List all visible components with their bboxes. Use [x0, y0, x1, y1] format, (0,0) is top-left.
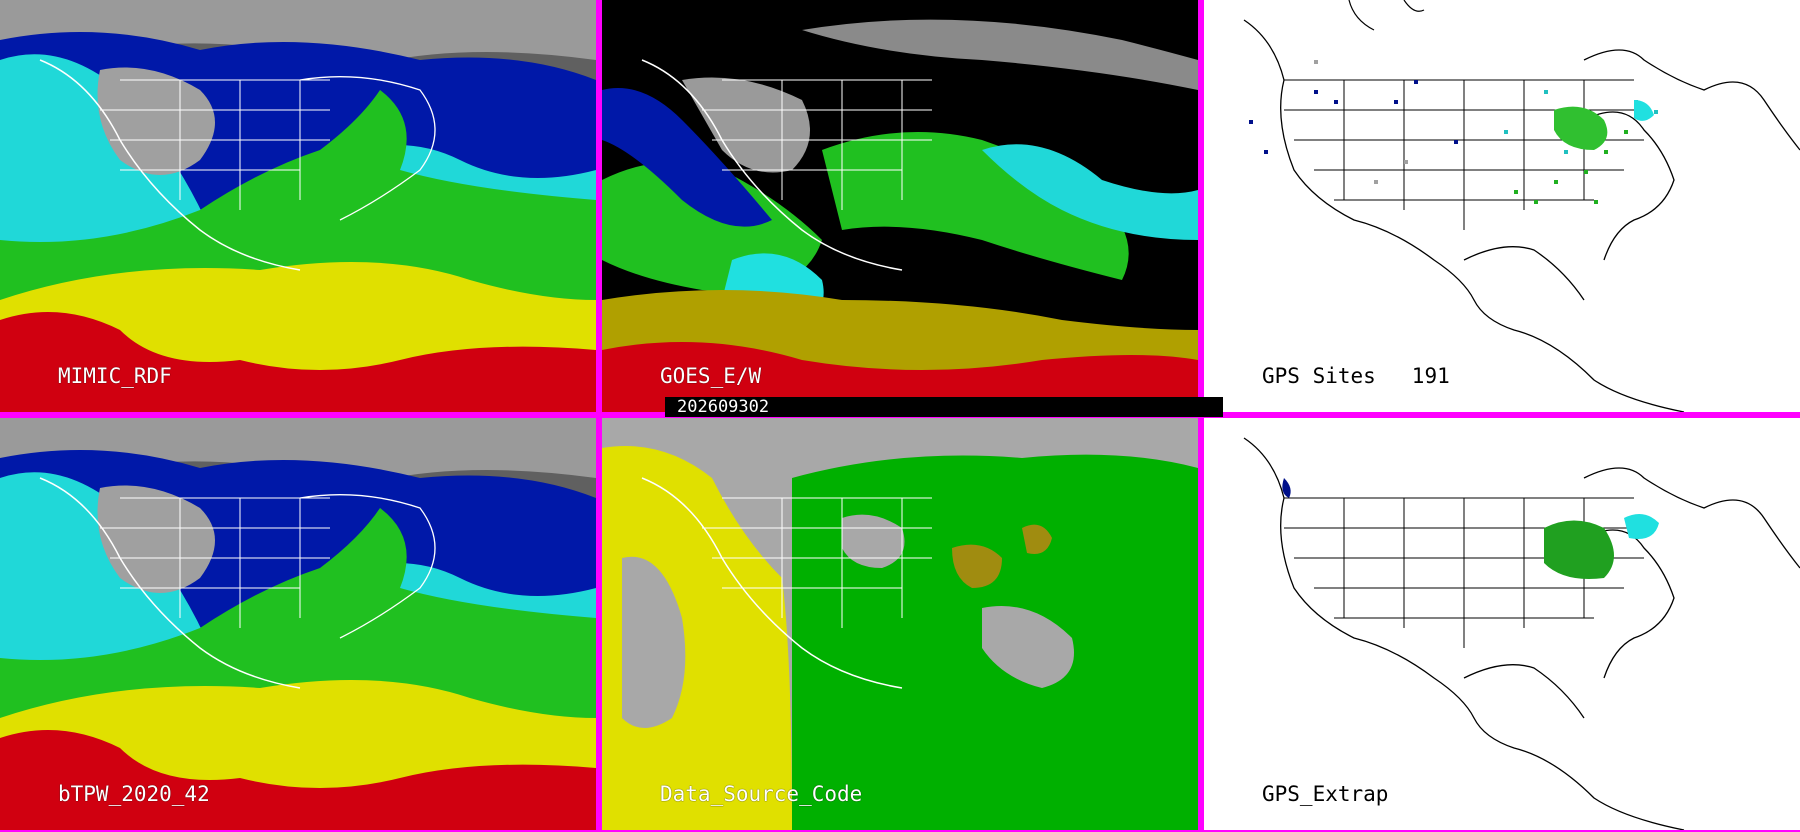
panel-label: MIMIC_RDF: [58, 364, 172, 388]
panel-label: bTPW_2020_42: [58, 782, 210, 806]
panel-label: GPS_Extrap: [1262, 782, 1389, 806]
panel-label: GPS Sites 191: [1262, 364, 1450, 388]
panel-gps-extrap: GPS_Extrap: [1204, 418, 1800, 830]
tpw-map-mimic: [0, 0, 596, 412]
panel-gps-sites: GPS Sites 191: [1204, 0, 1800, 412]
panel-btpw: bTPW_2020_42: [0, 418, 596, 830]
panel-data-source-code: Data_Source_Code: [602, 418, 1198, 830]
panel-label: GOES_E/W: [660, 364, 762, 388]
panel-label: Data_Source_Code: [660, 782, 863, 806]
timestamp-bar: 202609302: [665, 397, 1223, 417]
panel-mimic-rdf: MIMIC_RDF: [0, 0, 596, 412]
data-source-map: [602, 418, 1198, 830]
tpw-map-goes: [602, 0, 1198, 412]
site-count: 191: [1411, 364, 1450, 388]
panel-goes-ew: GOES_E/W: [602, 0, 1198, 412]
gps-extrap-map: [1243, 437, 1800, 830]
tpw-map-btpw: [0, 418, 596, 830]
gps-sites-map: [1243, 0, 1800, 412]
